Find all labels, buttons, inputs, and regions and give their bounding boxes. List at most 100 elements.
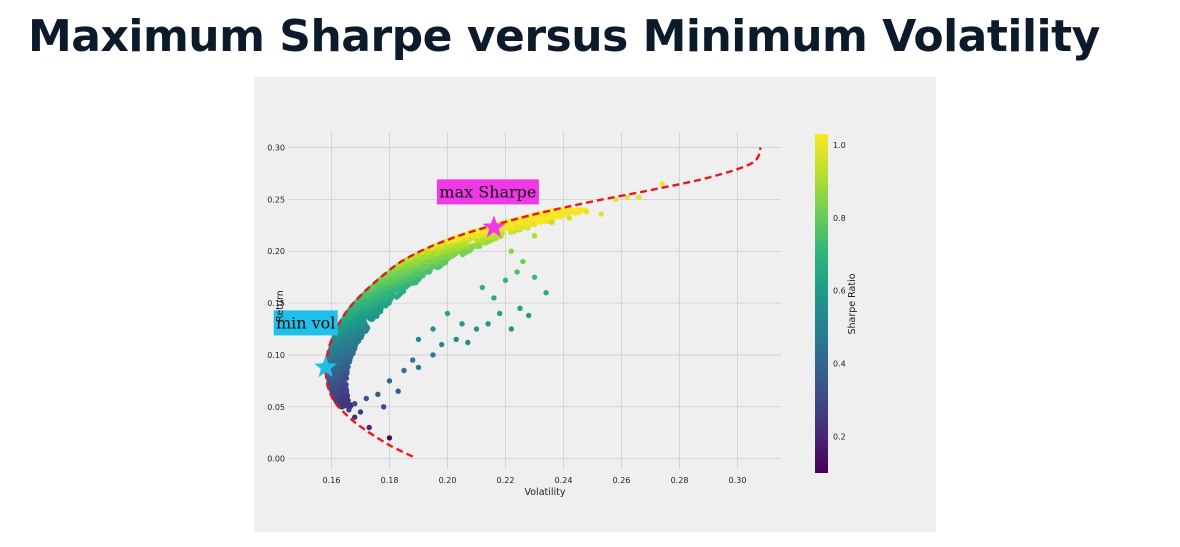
portfolio-point: [455, 243, 461, 250]
portfolio-point: [415, 253, 421, 260]
portfolio-point: [430, 352, 436, 358]
portfolio-point: [347, 339, 354, 345]
y-tick-label: 0.05: [267, 403, 285, 412]
portfolio-point: [479, 284, 485, 291]
portfolio-point: [412, 263, 419, 269]
portfolio-point: [336, 327, 342, 333]
portfolio-point: [518, 220, 524, 226]
portfolio-point: [374, 289, 380, 296]
portfolio-point: [449, 243, 455, 249]
portfolio-point: [398, 270, 405, 276]
colorbar-label: Sharpe Ratio: [847, 273, 858, 334]
colorbar-tick-label: 0.2: [833, 433, 846, 442]
portfolio-point: [361, 325, 368, 331]
x-axis-label: Volatility: [524, 487, 565, 498]
y-tick-label: 0.10: [267, 351, 285, 360]
portfolio-point: [484, 239, 490, 245]
max-sharpe-label-box: [436, 179, 539, 205]
colorbar-tick-label: 1.0: [833, 141, 846, 150]
portfolio-point: [334, 396, 340, 402]
portfolio-point: [444, 255, 450, 261]
portfolio-point: [425, 249, 431, 255]
portfolio-point: [408, 262, 414, 268]
portfolio-point: [375, 284, 381, 290]
portfolio-point: [380, 300, 386, 306]
portfolio-point: [352, 401, 358, 407]
portfolio-point: [339, 372, 346, 379]
portfolio-point: [444, 244, 450, 250]
x-tick-label: 0.22: [497, 476, 515, 485]
portfolio-point: [375, 391, 381, 397]
portfolio-point: [624, 194, 630, 200]
portfolio-point: [485, 321, 491, 327]
y-axis-ticks: 0.00 0.05 0.10 0.15 0.20 0.25 0.30: [267, 144, 285, 464]
portfolio-point: [472, 243, 478, 249]
portfolio-point: [531, 233, 538, 239]
portfolio-point: [477, 243, 483, 249]
portfolio-point: [444, 310, 451, 317]
portfolio-point: [483, 228, 489, 234]
colorbar-tick-label: 0.8: [833, 214, 846, 223]
portfolio-point: [348, 309, 354, 315]
portfolio-point: [475, 232, 481, 239]
portfolio-point: [419, 263, 426, 270]
x-tick-label: 0.18: [381, 476, 399, 485]
min-vol-star-marker: [314, 355, 338, 378]
portfolio-point: [342, 343, 349, 349]
portfolio-point: [415, 364, 422, 371]
portfolio-point: [383, 279, 389, 285]
portfolio-point: [426, 268, 433, 275]
portfolio-point: [435, 246, 441, 253]
portfolio-point: [381, 404, 387, 410]
portfolio-point: [352, 344, 358, 350]
portfolio-point: [436, 255, 443, 261]
portfolio-point: [543, 290, 549, 296]
portfolio-point: [542, 213, 549, 220]
portfolio-point: [468, 246, 474, 252]
portfolio-point: [362, 292, 368, 298]
portfolio-point: [413, 258, 419, 264]
portfolio-point: [366, 424, 372, 431]
portfolio-point: [334, 379, 341, 385]
portfolio-point: [566, 215, 572, 221]
portfolio-point: [358, 334, 364, 340]
portfolio-point: [443, 248, 449, 254]
portfolio-point: [531, 274, 538, 280]
portfolio-point: [378, 293, 385, 299]
portfolio-point: [395, 388, 401, 394]
portfolio-point: [390, 293, 396, 299]
efficient-frontier-line: [324, 147, 762, 458]
portfolio-point: [341, 377, 347, 384]
colorbar: [815, 134, 828, 473]
portfolio-point: [340, 323, 346, 329]
portfolio-point: [403, 264, 410, 270]
portfolio-point: [430, 326, 436, 332]
portfolio-point: [419, 254, 425, 261]
colorbar-tick-label: 0.4: [833, 360, 846, 369]
page-title: Maximum Sharpe versus Minimum Volatility: [28, 11, 1100, 62]
highlight-markers: max Sharpe min vol: [273, 179, 539, 378]
portfolio-point: [328, 348, 335, 355]
portfolio-point: [526, 312, 532, 319]
portfolio-point: [479, 237, 485, 243]
portfolio-point: [540, 218, 547, 224]
portfolio-point: [340, 386, 347, 392]
x-tick-label: 0.26: [613, 476, 631, 485]
chart-figure: max Sharpe min vol 0.16 0.18 0.20 0.22 0.24 0.…: [254, 77, 936, 532]
portfolio-point: [341, 351, 347, 358]
portfolio-point: [349, 333, 355, 340]
portfolio-point: [524, 220, 530, 226]
y-axis-label: Return: [275, 290, 286, 322]
portfolio-point: [431, 256, 438, 262]
x-tick-label: 0.16: [323, 476, 341, 485]
max-sharpe-label: max Sharpe: [439, 182, 536, 201]
portfolio-point: [459, 321, 465, 327]
portfolio-point: [562, 207, 569, 213]
y-tick-label: 0.20: [267, 247, 285, 256]
portfolio-point: [502, 277, 509, 283]
portfolio-point: [451, 252, 457, 258]
portfolio-point: [659, 181, 665, 187]
portfolio-point: [497, 310, 503, 317]
y-tick-label: 0.30: [267, 144, 285, 153]
portfolio-point: [343, 362, 349, 368]
